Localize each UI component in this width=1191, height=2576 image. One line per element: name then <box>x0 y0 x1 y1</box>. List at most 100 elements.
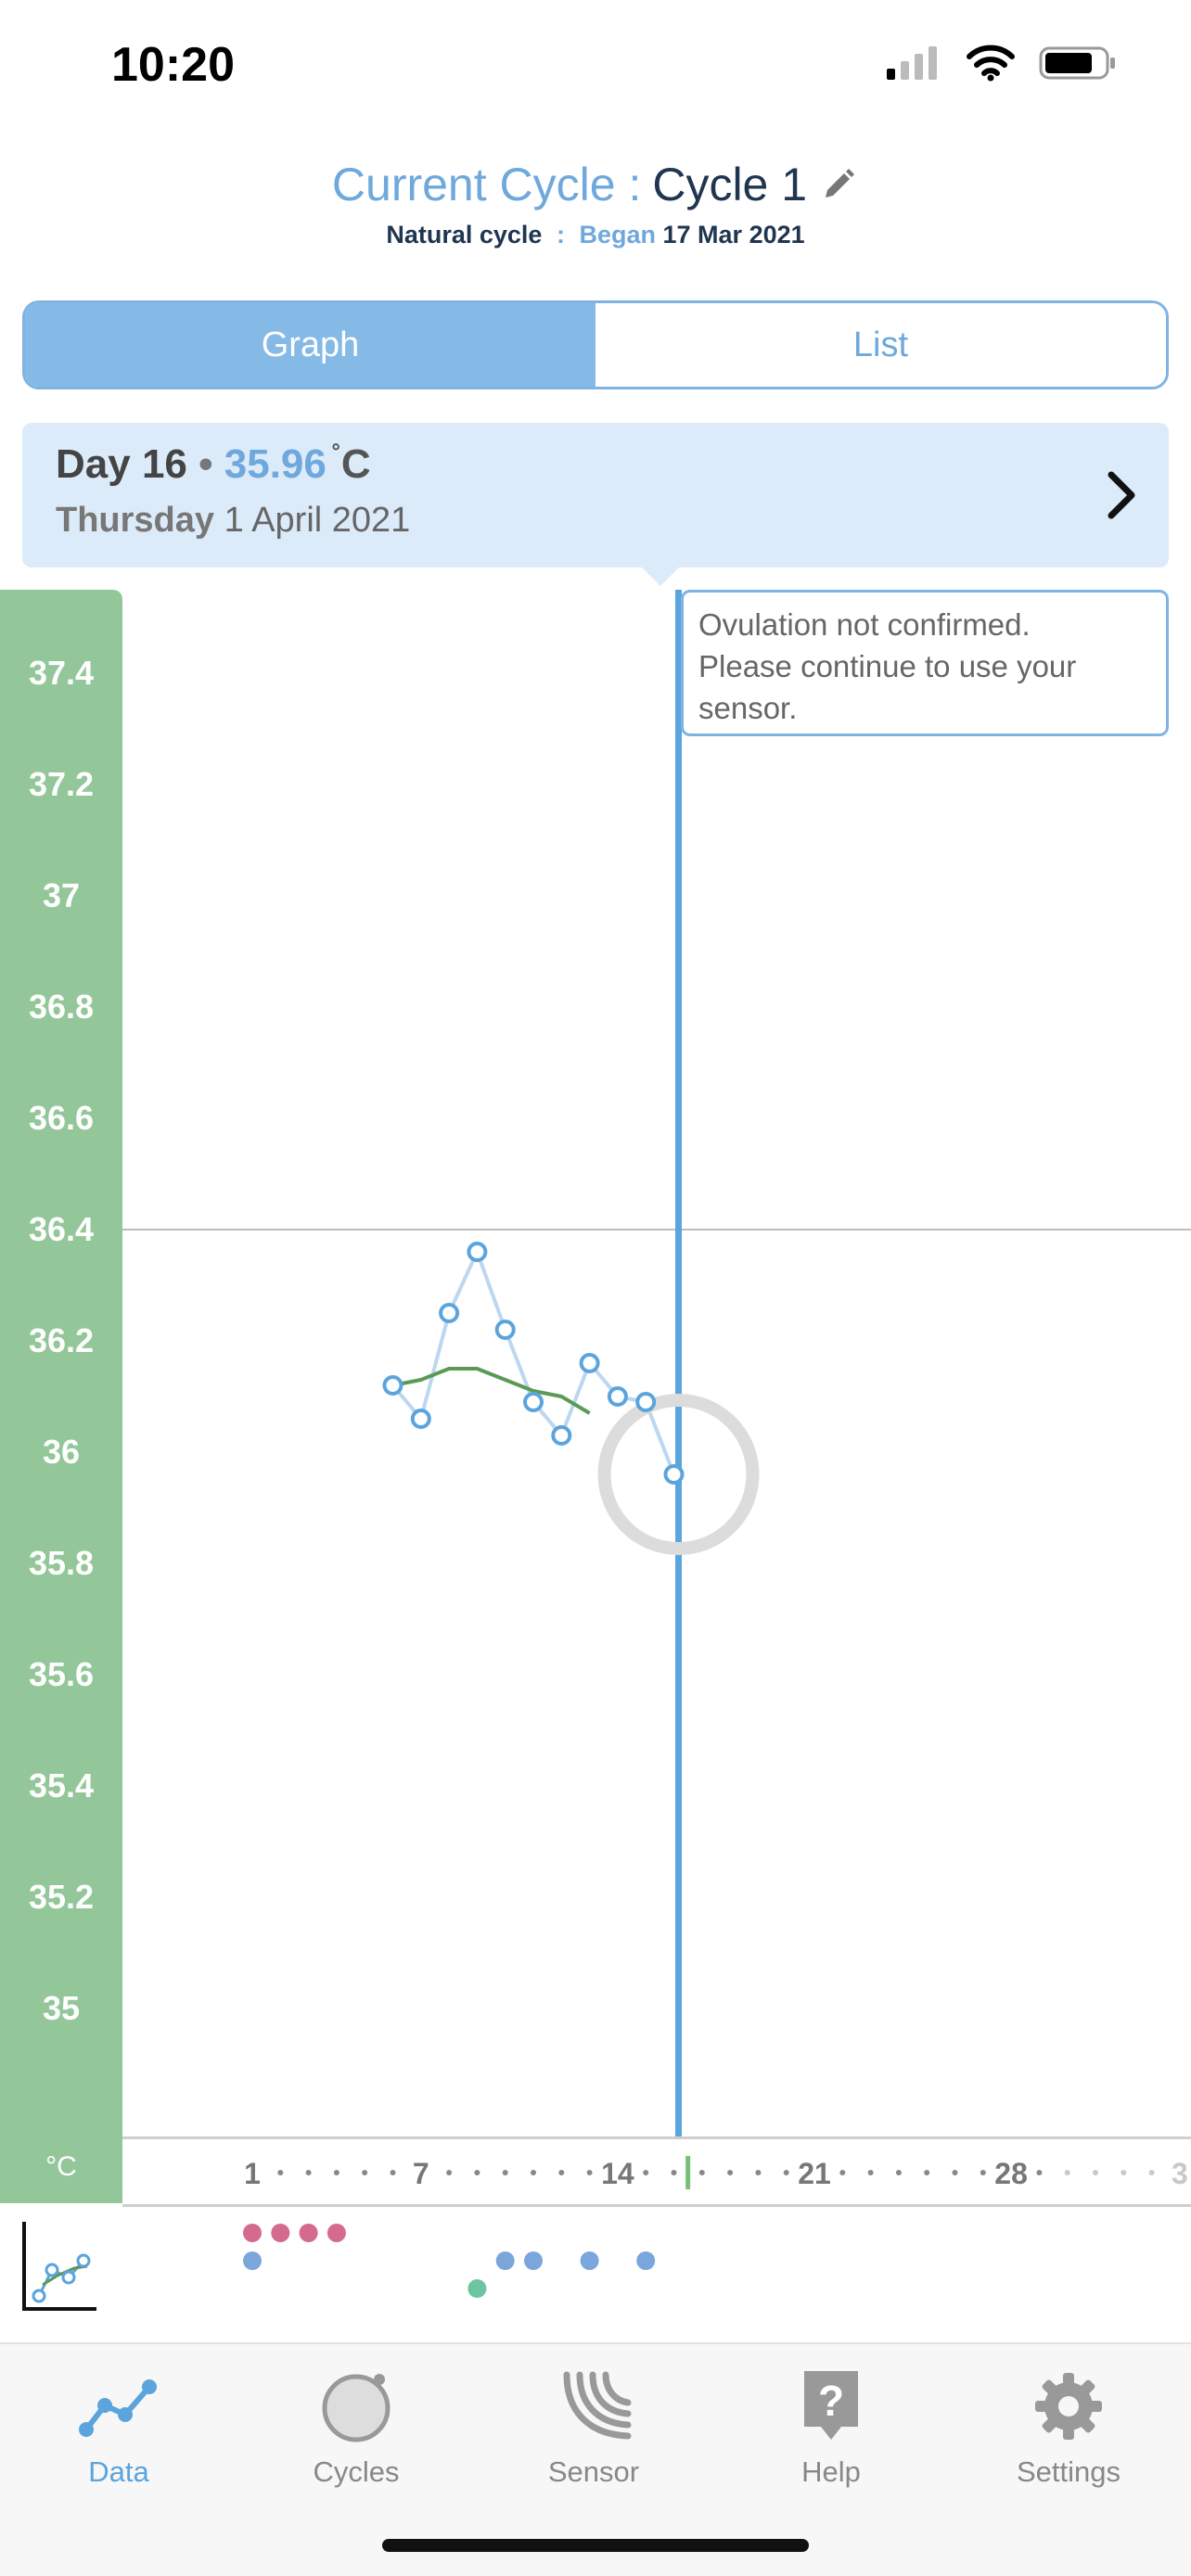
mini-chart-icon[interactable] <box>22 2222 96 2311</box>
settings-gear-icon <box>1035 2373 1102 2440</box>
cycles-circle-icon <box>322 2374 391 2442</box>
period-dot <box>243 2224 262 2242</box>
temperature-graph[interactable] <box>122 590 1191 2138</box>
x-tick-dot <box>1148 2170 1155 2175</box>
y-tick-label: 36.2 <box>28 1321 95 1359</box>
cycle-subtitle: Natural cycle : Began 17 Mar 2021 <box>0 221 1191 249</box>
period-dot <box>271 2224 290 2242</box>
y-axis-unit: °C <box>45 2151 77 2182</box>
day-summary: Day 16 • 35.96 ˚C <box>56 441 371 488</box>
event-dot <box>243 2251 262 2270</box>
x-tick-label: 28 <box>994 2157 1028 2190</box>
x-tick-dot <box>502 2170 508 2175</box>
period-dot <box>327 2224 346 2242</box>
y-tick-label: 35.6 <box>28 1655 95 1693</box>
home-indicator <box>382 2539 809 2552</box>
temperature-point <box>410 1409 431 1429</box>
cycle-header: Current Cycle : Cycle 1 Natural cycle : … <box>0 158 1191 249</box>
event-dot <box>580 2251 599 2270</box>
tab-cycles-label: Cycles <box>313 2455 400 2488</box>
day-number: Day 16 <box>56 441 187 487</box>
y-tick-label: 36.6 <box>28 1099 95 1137</box>
y-tick-label: 37.2 <box>28 765 95 803</box>
y-tick-label: 35.8 <box>28 1544 95 1582</box>
began-label: Began <box>579 221 656 249</box>
status-time: 10:20 <box>111 38 235 92</box>
tab-help-label: Help <box>801 2455 861 2488</box>
degree-symbol: ˚ <box>331 441 341 472</box>
x-tick-dot <box>390 2170 396 2175</box>
x-tick-dot <box>755 2170 762 2175</box>
tab-data[interactable]: Data <box>0 2366 237 2489</box>
x-axis: 1 7 14 21 28 3 <box>122 2136 1191 2207</box>
x-tick-dot <box>924 2170 930 2175</box>
help-question-icon: ? <box>804 2371 858 2440</box>
x-tick-dot <box>895 2170 902 2175</box>
y-tick-label: 37.4 <box>28 654 95 692</box>
x-tick-dot <box>1064 2170 1070 2175</box>
event-dot <box>636 2251 656 2270</box>
tab-help[interactable]: ? Help <box>712 2366 950 2489</box>
x-tick-dot <box>1036 2170 1043 2175</box>
events-row <box>0 2207 1191 2342</box>
tab-cycles[interactable]: Cycles <box>237 2366 475 2489</box>
tooltip-line-1: Ovulation not confirmed. <box>698 607 1031 642</box>
tab-sensor[interactable]: Sensor <box>475 2366 712 2489</box>
battery-icon <box>1039 46 1115 80</box>
test-dot <box>467 2279 487 2298</box>
y-tick-label: 35.2 <box>28 1878 95 1916</box>
temperature-point <box>439 1303 460 1323</box>
x-tick-dot <box>531 2170 536 2175</box>
events-chart <box>22 2222 656 2311</box>
cycle-title[interactable]: Current Cycle : Cycle 1 <box>332 158 859 211</box>
y-tick-label: 36 <box>42 1433 81 1471</box>
day-date-line: Thursday 1 April 2021 <box>56 501 410 541</box>
tab-graph[interactable]: Graph <box>25 303 596 387</box>
data-chart-icon <box>79 2379 157 2437</box>
sensor-waves-icon <box>563 2371 632 2440</box>
view-segmented-control: Graph List <box>22 300 1169 389</box>
temperature-point <box>607 1386 628 1407</box>
trend-line <box>392 1367 591 1415</box>
event-dot <box>524 2251 543 2270</box>
x-axis-ticks: 1 7 14 21 28 3 <box>244 2156 1188 2190</box>
cycle-type: Natural cycle <box>386 221 543 249</box>
tab-bar: Data Cycles Sensor ? Help <box>0 2342 1191 2576</box>
status-bar: 10:20 <box>0 0 1191 139</box>
svg-text:?: ? <box>818 2377 844 2425</box>
x-tick-dot <box>839 2170 846 2175</box>
temperature-point <box>663 1464 685 1485</box>
event-dot <box>495 2251 515 2270</box>
x-tick-label: 1 <box>244 2157 261 2190</box>
x-tick-dot <box>698 2170 705 2175</box>
y-tick-label: 36.8 <box>28 988 95 1026</box>
tab-list[interactable]: List <box>596 303 1166 387</box>
temperature-line <box>391 1246 676 1475</box>
x-tick-label: 7 <box>413 2157 429 2190</box>
x-tick-dot <box>783 2170 789 2175</box>
signal-icon <box>887 46 937 80</box>
temperature-point <box>467 1242 488 1262</box>
temperature-chart[interactable] <box>122 590 1191 2138</box>
chevron-right-icon[interactable] <box>1104 467 1141 523</box>
panel-pointer <box>640 566 681 586</box>
y-tick-label: 36.4 <box>28 1210 95 1248</box>
temperature-point <box>494 1320 516 1340</box>
y-tick-label: 37 <box>42 876 81 914</box>
y-tick-label: 35.4 <box>28 1766 95 1804</box>
began-date: 17 Mar 2021 <box>662 221 805 249</box>
x-tick-dot <box>952 2170 958 2175</box>
temperature-point <box>382 1375 403 1396</box>
tab-sensor-label: Sensor <box>547 2455 640 2488</box>
x-tick-dot <box>446 2170 453 2175</box>
x-tick-dot <box>671 2170 677 2175</box>
y-axis <box>0 590 122 2203</box>
x-tick-dot <box>727 2170 734 2175</box>
tooltip-line-3: sensor. <box>698 691 798 725</box>
x-tick-dot <box>980 2170 986 2175</box>
day-info-panel[interactable]: Day 16 • 35.96 ˚C Thursday 1 April 2021 <box>22 423 1169 567</box>
period-dot <box>299 2224 318 2242</box>
edit-pencil-icon[interactable] <box>818 164 859 205</box>
x-tick-dot <box>305 2170 312 2175</box>
tab-settings[interactable]: Settings <box>950 2366 1187 2489</box>
